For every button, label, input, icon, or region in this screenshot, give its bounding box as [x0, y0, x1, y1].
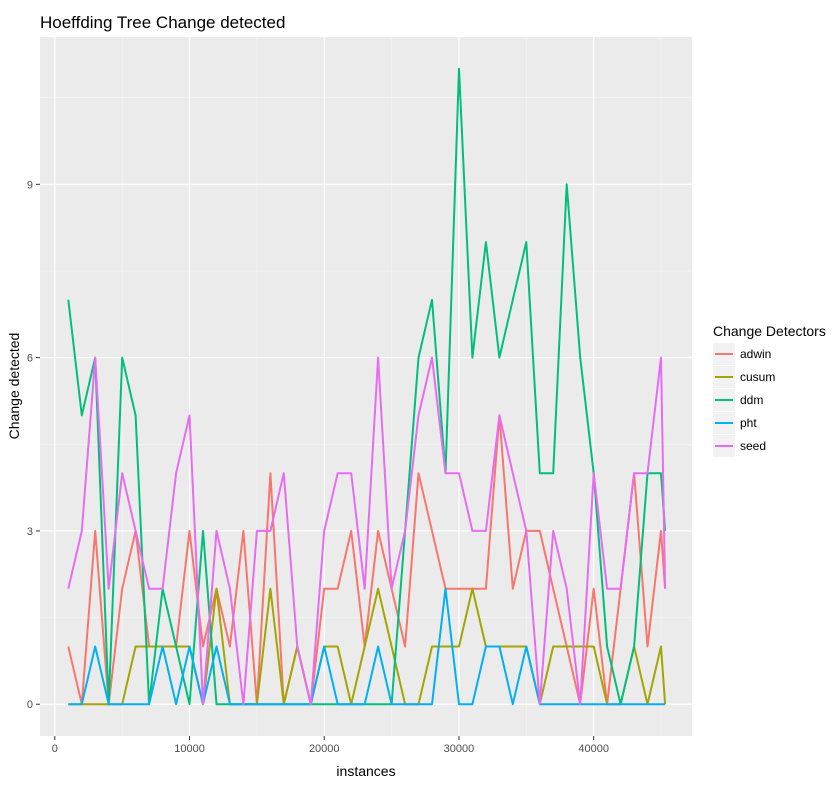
legend: Change Detectors adwin cusum ddm pht seed — [713, 323, 826, 457]
x-tick-label: 30000 — [444, 743, 475, 755]
legend-label-pht: pht — [740, 416, 757, 430]
legend-label-ddm: ddm — [740, 393, 763, 407]
series-line-pht — [68, 587, 666, 706]
y-tick-label: 3 — [27, 526, 33, 538]
y-tick-label: 6 — [27, 353, 33, 365]
y-axis-title: Change detected — [6, 333, 22, 440]
legend-title: Change Detectors — [713, 323, 826, 339]
legend-label-adwin: adwin — [740, 347, 771, 361]
x-axis: 0 10000 20000 30000 40000 — [52, 736, 609, 755]
x-tick-label: 10000 — [174, 743, 205, 755]
series-line-ddm — [67, 67, 667, 706]
series-lines — [67, 67, 667, 706]
x-tick-label: 0 — [52, 743, 58, 755]
legend-label-seed: seed — [740, 439, 766, 453]
x-tick-label: 20000 — [309, 743, 340, 755]
y-tick-label: 9 — [27, 179, 33, 191]
y-tick-label: 0 — [27, 699, 33, 711]
chart-title: Hoeffding Tree Change detected — [40, 13, 285, 32]
x-axis-title: instances — [336, 763, 395, 779]
legend-label-cusum: cusum — [740, 370, 775, 384]
series-line-seed — [67, 356, 667, 706]
x-tick-label: 40000 — [578, 743, 609, 755]
y-axis: 0 3 6 9 — [27, 179, 40, 711]
